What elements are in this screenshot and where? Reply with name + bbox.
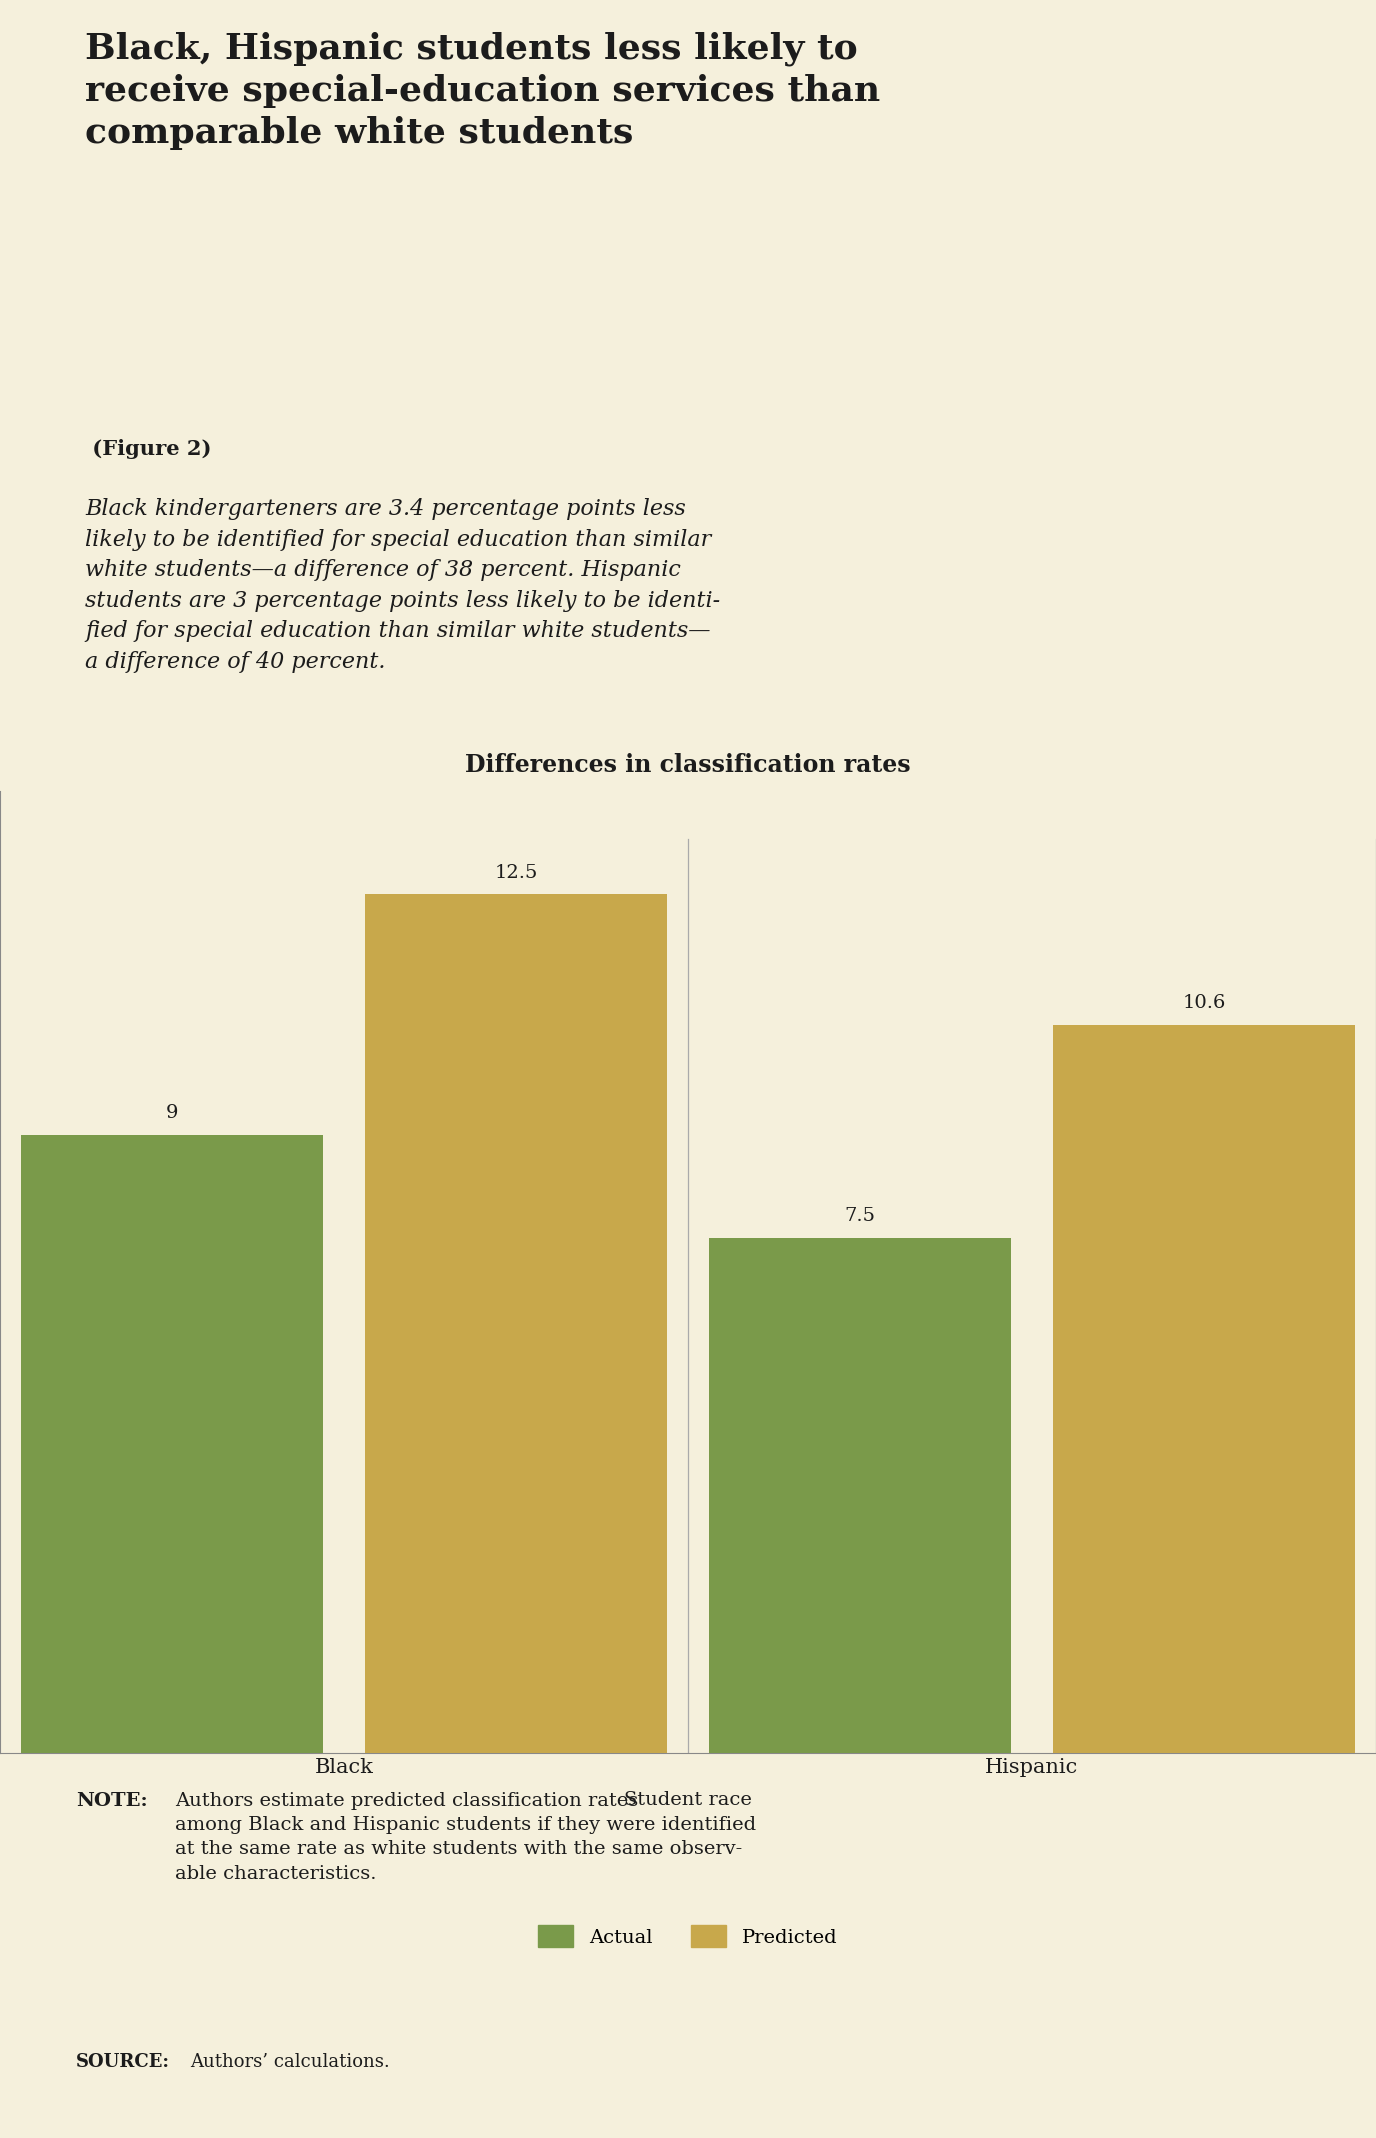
Bar	[21, 1135, 323, 1753]
Text: Authors’ calculations.: Authors’ calculations.	[190, 2052, 389, 2072]
Text: 7.5: 7.5	[845, 1208, 875, 1225]
Title: Differences in classification rates: Differences in classification rates	[465, 753, 911, 776]
Text: Black, Hispanic students less likely to
receive special-education services than
: Black, Hispanic students less likely to …	[85, 32, 881, 150]
Bar	[1053, 1024, 1355, 1753]
Text: 12.5: 12.5	[494, 864, 538, 881]
Text: NOTE:: NOTE:	[76, 1792, 147, 1809]
Bar	[709, 1238, 1011, 1753]
Bar	[365, 894, 667, 1753]
Text: 9: 9	[165, 1105, 179, 1122]
Text: Black kindergarteners are 3.4 percentage points less
likely to be identified for: Black kindergarteners are 3.4 percentage…	[85, 498, 721, 673]
Text: 10.6: 10.6	[1182, 994, 1226, 1013]
Text: SOURCE:: SOURCE:	[76, 2052, 169, 2072]
Legend: Actual, Predicted: Actual, Predicted	[531, 1918, 845, 1954]
Text: (Figure 2): (Figure 2)	[85, 438, 212, 460]
X-axis label: Student race: Student race	[625, 1792, 751, 1809]
Text: Authors estimate predicted classification rates
among Black and Hispanic student: Authors estimate predicted classificatio…	[175, 1792, 755, 1884]
